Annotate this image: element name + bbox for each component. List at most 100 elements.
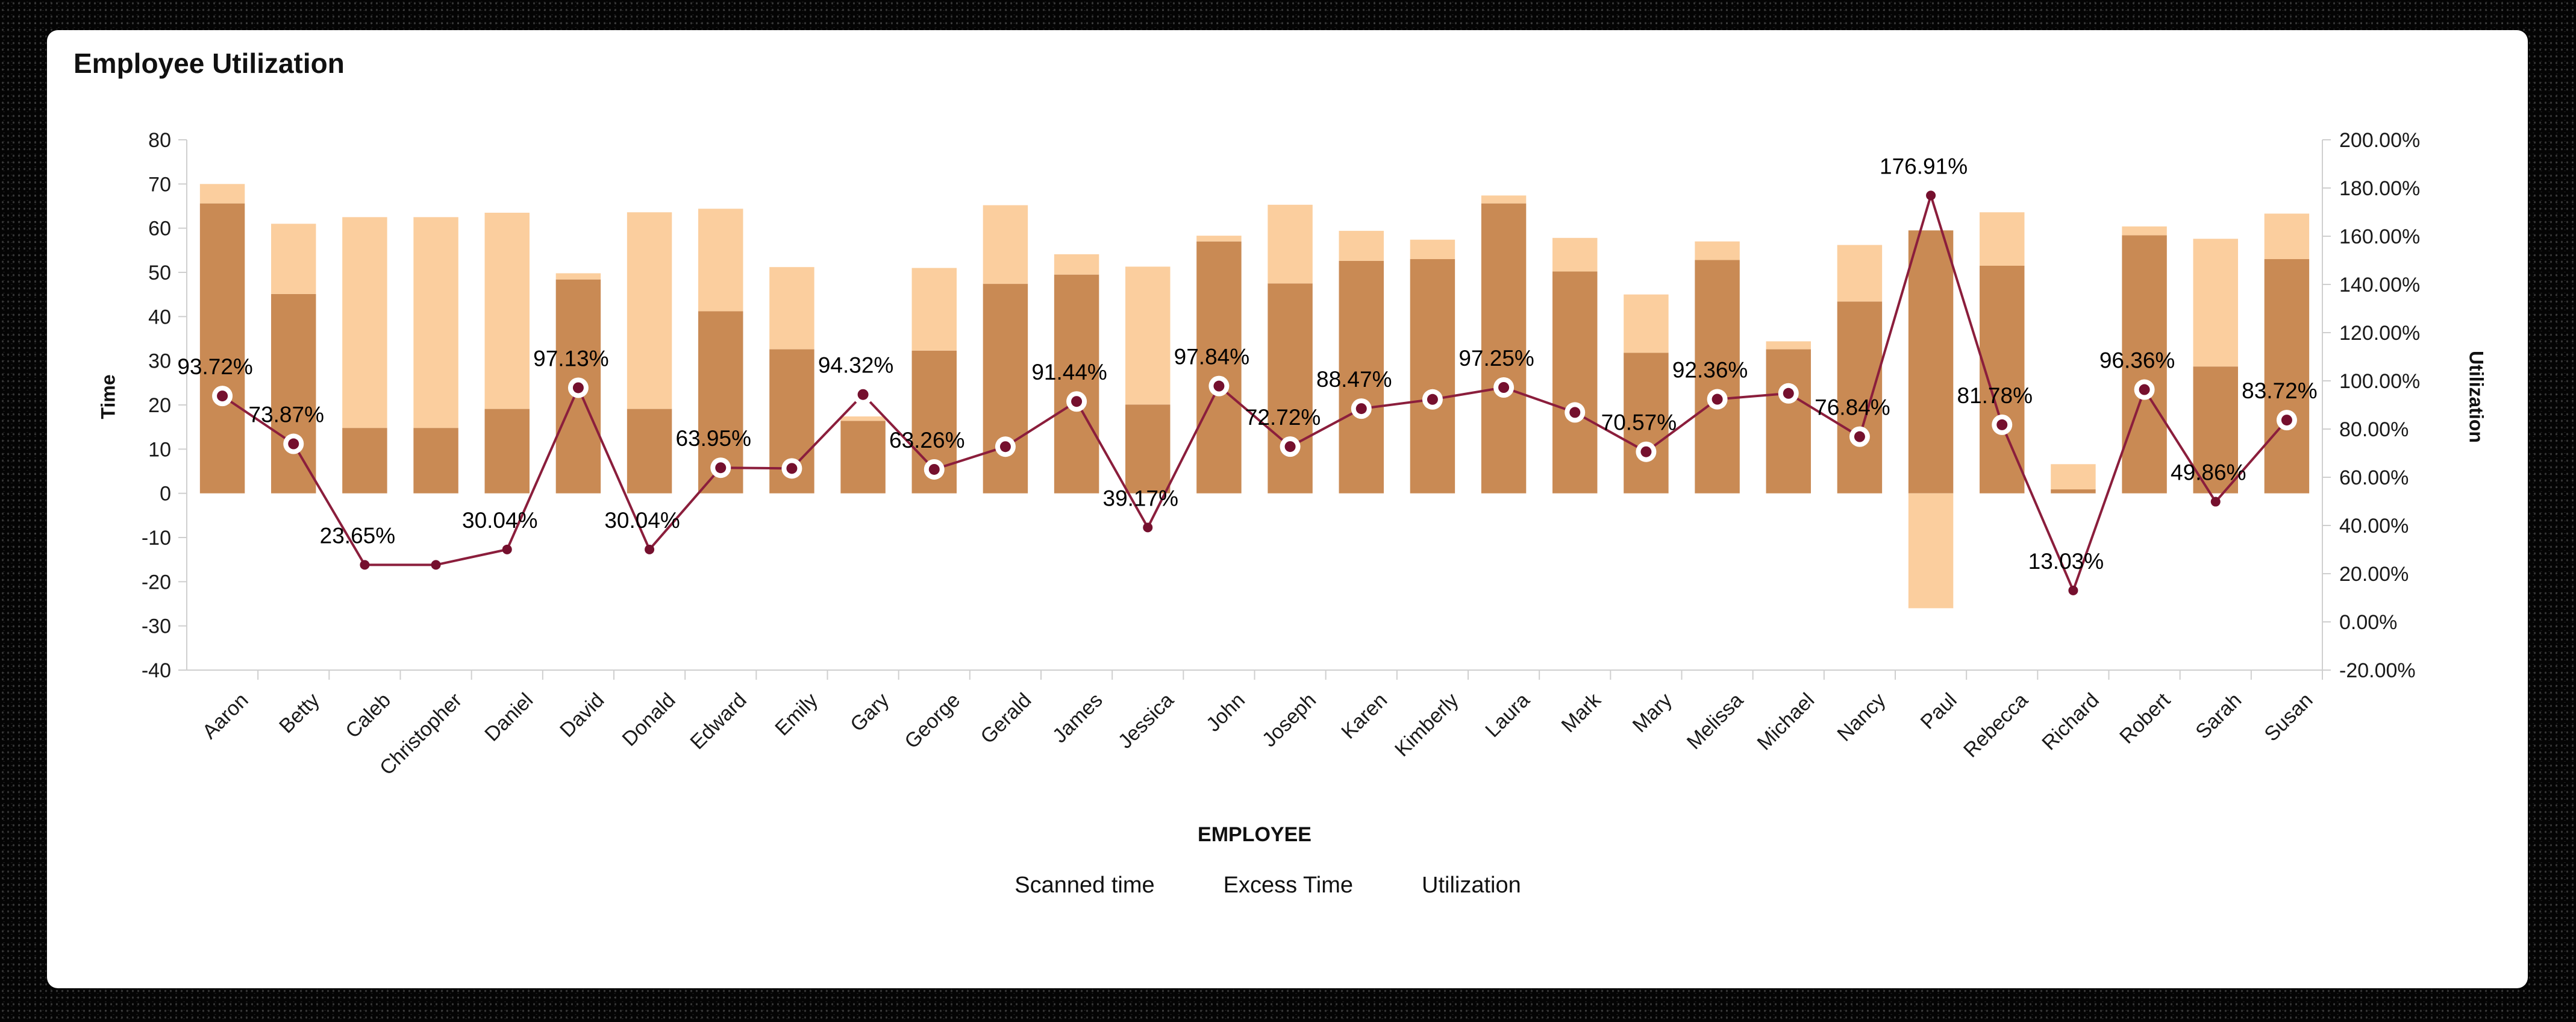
utilization-value-label: 94.32%	[818, 353, 894, 378]
excess-bar-Gary[interactable]	[840, 416, 886, 421]
utilization-point-Joseph[interactable]	[1284, 441, 1296, 453]
scanned-bar-Karen[interactable]	[1339, 260, 1384, 494]
utilization-point-Donald[interactable]	[645, 544, 655, 554]
excess-bar-David[interactable]	[555, 273, 601, 280]
excess-bar-Daniel[interactable]	[484, 213, 530, 409]
excess-bar-Joseph[interactable]	[1268, 204, 1313, 284]
excess-bar-Karen[interactable]	[1339, 231, 1384, 261]
scanned-bar-Melissa[interactable]	[1695, 260, 1740, 494]
scanned-bar-Caleb[interactable]	[342, 428, 387, 494]
scanned-bar-Richard[interactable]	[2051, 489, 2096, 494]
scanned-bar-Nancy[interactable]	[1837, 301, 1883, 494]
excess-bar-Paul[interactable]	[1908, 493, 1954, 609]
utilization-point-Gary[interactable]	[857, 389, 869, 400]
legend-item-scanned-time[interactable]: Scanned time	[988, 873, 1154, 898]
utilization-point-David[interactable]	[572, 382, 584, 393]
utilization-point-Richard[interactable]	[2068, 585, 2078, 595]
scanned-bar-Daniel[interactable]	[484, 409, 530, 494]
scanned-bar-Michael[interactable]	[1766, 349, 1811, 494]
utilization-point-George[interactable]	[928, 463, 940, 475]
utilization-point-Karen[interactable]	[1355, 403, 1367, 415]
excess-bar-Gerald[interactable]	[983, 205, 1028, 284]
utilization-point-Caleb[interactable]	[360, 560, 370, 570]
utilization-point-Mark[interactable]	[1569, 407, 1581, 418]
utilization-value-label: 30.04%	[462, 508, 538, 533]
utilization-point-Emily[interactable]	[786, 463, 798, 474]
scanned-bar-James[interactable]	[1054, 274, 1099, 494]
excess-bar-Mark[interactable]	[1552, 237, 1598, 272]
utilization-point-Gerald[interactable]	[999, 441, 1011, 453]
utilization-point-Daniel[interactable]	[502, 544, 512, 554]
excess-bar-Christopher[interactable]	[413, 217, 458, 428]
excess-bar-Aaron[interactable]	[199, 184, 245, 204]
excess-bar-Donald[interactable]	[627, 212, 672, 409]
scanned-bar-Aaron[interactable]	[199, 203, 245, 494]
utilization-point-John[interactable]	[1213, 380, 1225, 392]
excess-bar-Michael[interactable]	[1766, 341, 1811, 350]
utilization-point-Susan[interactable]	[2281, 415, 2292, 426]
scanned-bar-Gerald[interactable]	[983, 284, 1028, 494]
utilization-point-Robert[interactable]	[2139, 384, 2150, 395]
utilization-point-James[interactable]	[1071, 396, 1083, 407]
x-label-Kimberly: Kimberly	[1390, 689, 1463, 761]
scanned-bar-Christopher[interactable]	[413, 428, 458, 494]
scanned-bar-Robert[interactable]	[2122, 235, 2167, 494]
excess-bar-Emily[interactable]	[769, 267, 814, 350]
excess-bar-John[interactable]	[1196, 236, 1242, 242]
utilization-point-Jessica[interactable]	[1143, 522, 1153, 533]
chart-legend: Scanned time Excess Time Utilization	[187, 873, 2322, 898]
excess-bar-Susan[interactable]	[2264, 213, 2310, 259]
excess-bar-James[interactable]	[1054, 254, 1099, 275]
excess-bar-Edward[interactable]	[698, 208, 743, 312]
utilization-point-Christopher[interactable]	[431, 560, 441, 570]
utilization-point-Nancy[interactable]	[1854, 431, 1865, 442]
utilization-point-Betty[interactable]	[288, 438, 299, 450]
excess-bar-Caleb[interactable]	[342, 217, 387, 428]
left-tick-label: 20	[148, 394, 171, 417]
utilization-point-Michael[interactable]	[1783, 387, 1794, 399]
utilization-point-Aaron[interactable]	[217, 390, 228, 402]
utilization-point-Sarah[interactable]	[2210, 497, 2221, 507]
x-label-Jessica: Jessica	[1114, 689, 1178, 753]
excess-bar-Jessica[interactable]	[1125, 266, 1171, 405]
scanned-bar-Paul[interactable]	[1908, 230, 1954, 494]
scanned-bar-Sarah[interactable]	[2193, 366, 2238, 494]
utilization-point-Rebecca[interactable]	[1996, 419, 2008, 430]
utilization-point-Edward[interactable]	[715, 462, 727, 474]
right-tick-label: 120.00%	[2339, 322, 2420, 345]
scanned-bar-Jessica[interactable]	[1125, 404, 1171, 494]
legend-label-utilization: Utilization	[1422, 873, 1521, 898]
scanned-bar-Betty[interactable]	[271, 293, 316, 494]
scanned-bar-Mark[interactable]	[1552, 271, 1598, 494]
scanned-bar-Mary[interactable]	[1624, 353, 1669, 494]
excess-bar-Nancy[interactable]	[1837, 245, 1883, 302]
utilization-value-label: 49.86%	[2171, 460, 2246, 485]
scanned-bar-Susan[interactable]	[2264, 259, 2310, 494]
excess-bar-Sarah[interactable]	[2193, 239, 2238, 367]
utilization-point-Kimberly[interactable]	[1427, 393, 1438, 405]
scanned-bar-Gary[interactable]	[840, 421, 886, 494]
scanned-bar-Kimberly[interactable]	[1410, 259, 1455, 494]
excess-bar-Betty[interactable]	[271, 224, 316, 294]
excess-bar-Mary[interactable]	[1624, 294, 1669, 353]
utilization-value-label: 23.65%	[320, 523, 396, 548]
utilization-point-Paul[interactable]	[1926, 190, 1936, 201]
scanned-bar-John[interactable]	[1196, 241, 1242, 494]
legend-item-excess-time[interactable]: Excess Time	[1197, 873, 1353, 898]
scanned-bar-Joseph[interactable]	[1268, 283, 1313, 494]
excess-bar-Rebecca[interactable]	[1980, 212, 2025, 266]
excess-bar-Melissa[interactable]	[1695, 241, 1740, 260]
x-label-Rebecca: Rebecca	[1959, 689, 2033, 762]
excess-bar-Richard[interactable]	[2051, 464, 2096, 490]
excess-bar-Laura[interactable]	[1481, 195, 1527, 204]
excess-bar-Kimberly[interactable]	[1410, 239, 1455, 259]
scanned-bar-Laura[interactable]	[1481, 203, 1527, 494]
legend-item-utilization[interactable]: Utilization	[1395, 873, 1521, 898]
utilization-point-Mary[interactable]	[1640, 446, 1652, 457]
utilization-point-Melissa[interactable]	[1712, 393, 1723, 405]
excess-bar-Robert[interactable]	[2122, 226, 2167, 236]
utilization-point-Laura[interactable]	[1498, 382, 1510, 393]
scanned-bar-Donald[interactable]	[627, 409, 672, 494]
excess-bar-George[interactable]	[911, 268, 957, 351]
